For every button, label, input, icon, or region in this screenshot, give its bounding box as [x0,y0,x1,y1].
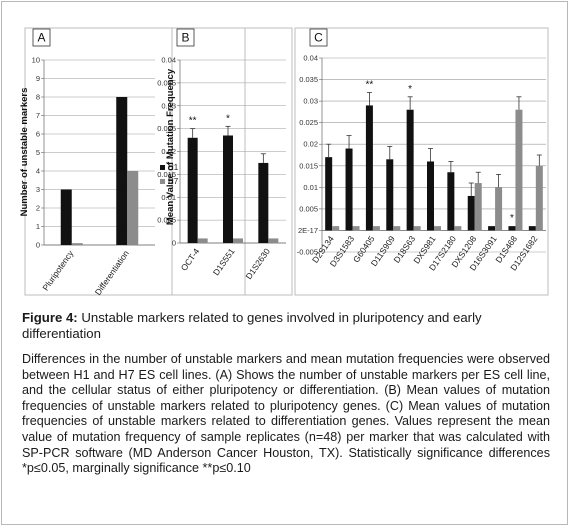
panel-c-ytick-label: 2E-17 [298,226,318,235]
panel-a-category-label: Pluripotency [40,248,75,293]
panel-c-letter: C [314,31,323,45]
panel-c-ytick-label: 0.01 [303,183,318,192]
panel-c-bar-h7 [413,226,421,231]
panel-a-letter: A [37,31,45,45]
panel-a-ytick-label: 6 [36,130,40,139]
panel-b-significance: * [226,113,230,124]
figure-chart: A 0 1 2 3 4 5 6 7 8 9 10 Number of unstable markers P… [19,27,549,297]
panel-b-ytick-label: 0.01 [161,193,176,202]
panel-b-ytick-label: 0 [172,239,176,248]
panel-c-bar-h1 [365,105,373,231]
panel-a-category-label: Differentiation [93,248,131,297]
panel-a-ytick-label: 8 [36,93,40,102]
panel-a-ytick-label: 9 [36,74,40,83]
panel-a-ytick-label: 3 [36,185,40,194]
panel-a-ytick-label: 5 [36,148,40,157]
panel-c-bar-h1 [467,195,475,231]
panel-b-bar-h1 [187,137,198,243]
panel-a-bar-h7 [127,171,139,245]
panel-c-bar-h7 [474,183,482,231]
panel-b-ytick-label: 0.02 [161,147,176,156]
panel-b-ylabel: Mean Value of Mutation Frequency [165,68,176,225]
panel-b-category-label: D1S2630 [243,246,272,281]
panel-a-ytick-label: 1 [36,222,40,231]
panel-c-ytick-label: -0.005 [297,248,318,257]
panel-c-bar-h1 [427,161,434,231]
panel-c-significance: * [510,213,514,224]
panel-c-ytick-label: 0.04 [303,54,318,63]
panel-c-ytick-label: 0.03 [303,97,318,106]
panel-c-significance: ** [366,79,374,90]
panel-c-ytick-label: 0.02 [303,140,318,149]
legend-label-h1: H1 [168,163,179,172]
panel-c-bar-h1 [488,226,496,231]
legend-swatch-h1 [160,165,165,170]
panel-a-ylabel: Number of unstable markers [19,88,30,217]
panel-b-ytick-label: 0.015 [157,170,176,179]
panel-c-bar-h7 [495,187,503,231]
panel-b-category-label: D1S551 [211,246,237,277]
legend-label-h7: H7 [168,177,179,186]
panel-b-category-label: OCT-4 [179,246,202,272]
panel-c-bar-h1 [447,172,455,231]
legend-swatch-h7 [160,179,165,184]
panel-b-letter-box [176,28,195,47]
panel-a-ytick-label: 10 [32,56,40,65]
panel-a-ytick-label: 0 [36,241,40,250]
panel-b-ytick-label: 0.04 [161,56,176,65]
panel-c-bar-h7 [515,109,523,231]
panel-b-bar-h1 [223,135,233,243]
panel-c-bar-h1 [386,159,394,231]
panel-a-ytick-label: 2 [36,204,40,213]
panel-b-significance: ** [189,116,197,127]
caption-text: Unstable markers related to genes involv… [22,310,482,341]
panel-b-ytick-label: 0.035 [157,78,176,87]
panel-c-bar-h7 [352,226,360,231]
panel-c-bar-h1 [528,226,536,231]
panel-a-bar-h1 [116,97,128,245]
panel-c-ytick-label: 0.015 [299,161,318,170]
panel-a-bar-h1 [60,189,72,245]
panel-c-letter-box [309,28,328,47]
panel-b-bar-h7 [233,238,243,243]
panel-b-bar-h1 [258,162,269,243]
panel-a-ytick-label: 7 [36,111,40,120]
panel-b-ytick-label: 0.03 [161,101,176,110]
panel-c-ytick-label: 0.005 [299,204,318,213]
panel-b-bar-h7 [197,238,208,243]
panel-b-ytick-label: 0.005 [157,216,176,225]
panel-c-ytick-label: 0.035 [299,75,318,84]
panel-c-bar-h1 [325,157,333,231]
panel-c-bar-h7 [332,226,340,231]
figure-description: Differences in the number of unstable ma… [22,352,550,476]
panel-c-bar-h1 [406,109,414,231]
panel-a-bar-h7 [71,243,83,245]
panel-b-bar-h7 [268,238,279,243]
panel-a-ytick-label: 4 [36,167,40,176]
panel-b-ytick-label: 0.025 [157,124,176,133]
panel-c-significance: * [408,84,412,95]
panel-c-bar-h7 [454,226,462,231]
panel-b-border [171,27,293,296]
panel-c-bar-h7 [535,165,543,231]
panel-c-ytick-label: 0.025 [299,118,318,127]
panel-c-bar-h1 [508,226,516,231]
panel-a-letter-box [32,28,51,47]
panel-c-bar-h7 [372,226,380,231]
panel-a-border [24,27,246,296]
panel-c-bar-h7 [434,226,441,231]
panel-b-letter: B [181,31,189,45]
panel-c-bar-h1 [345,148,353,231]
panel-c-bar-h7 [393,226,401,231]
figure-caption: Figure 4: Unstable markers related to ge… [22,310,550,342]
panel-c-border [294,27,549,296]
caption-label: Figure 4: [22,310,78,325]
